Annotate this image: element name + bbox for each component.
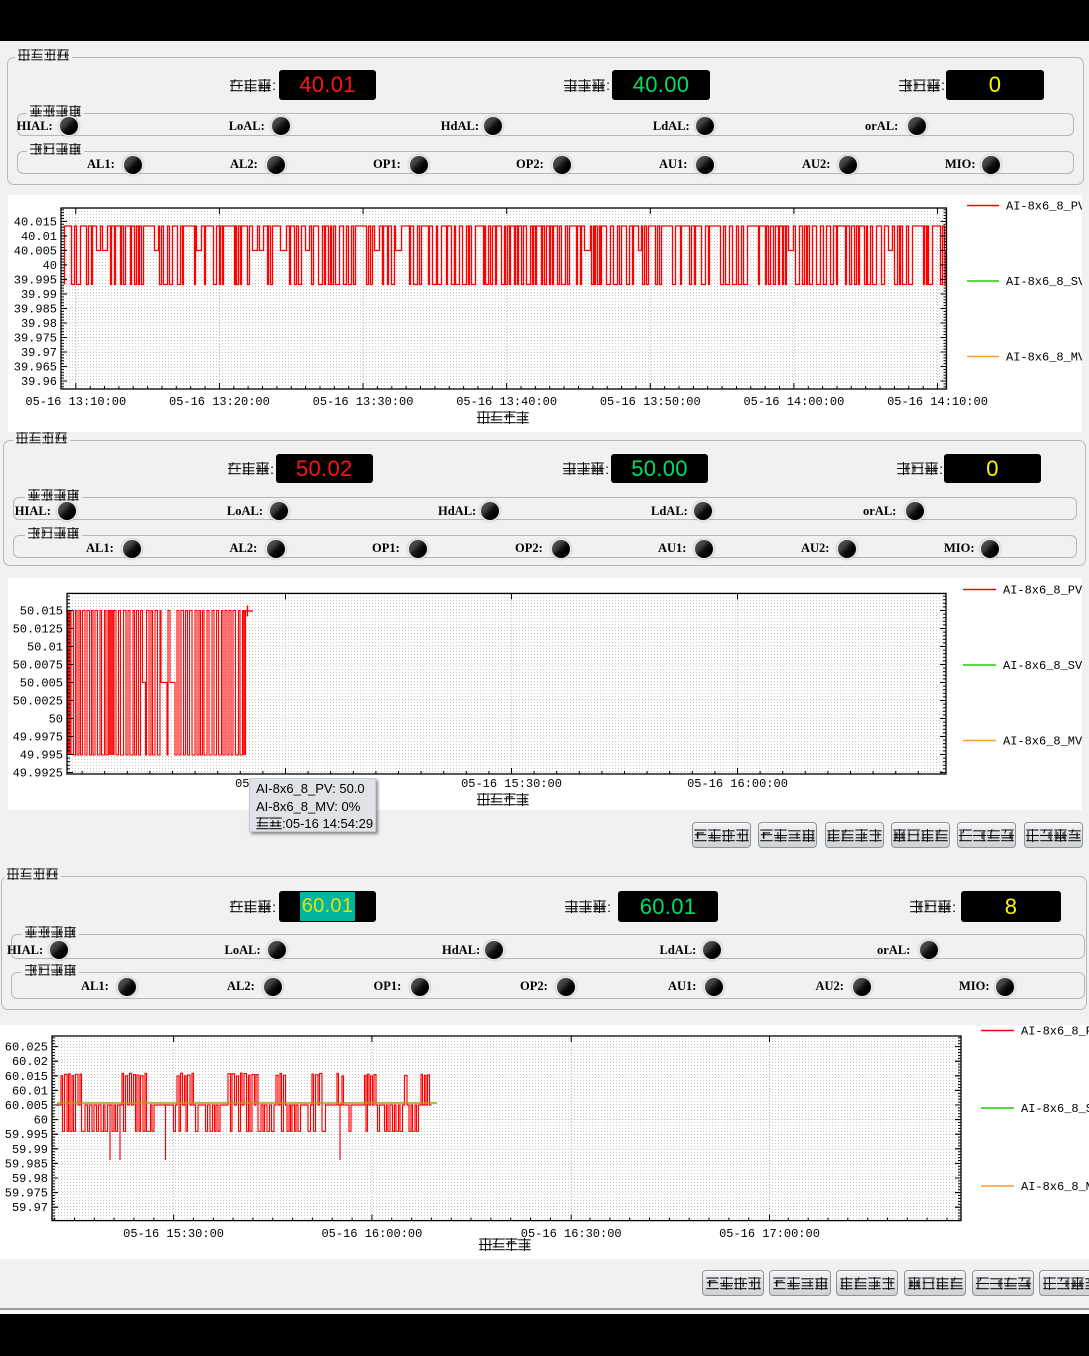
svg-text:60: 60	[34, 1114, 48, 1128]
svg-text:60.01: 60.01	[12, 1084, 48, 1098]
svg-text:AI-8x6_8_MV: AI-8x6_8_MV	[1021, 1180, 1089, 1194]
svg-text:39.98: 39.98	[21, 317, 57, 331]
svg-text:39.965: 39.965	[14, 361, 57, 375]
svg-text:05-16 17:00:00: 05-16 17:00:00	[719, 1227, 820, 1241]
svg-text:39.97: 39.97	[21, 346, 57, 360]
svg-text:AI-8x6_8_PV: AI-8x6_8_PV	[1006, 200, 1082, 214]
svg-text:59.99: 59.99	[12, 1143, 48, 1157]
svg-text:AI-8x6_8_MV: AI-8x6_8_MV	[1003, 735, 1082, 749]
svg-text:40.005: 40.005	[14, 244, 57, 258]
svg-text:AI-8x6_8_PV: AI-8x6_8_PV	[1021, 1025, 1089, 1039]
svg-text:49.9925: 49.9925	[13, 767, 63, 781]
svg-text:40.01: 40.01	[21, 230, 57, 244]
svg-text:05-16 16:00:00: 05-16 16:00:00	[321, 1227, 422, 1241]
svg-text:39.96: 39.96	[21, 375, 57, 389]
svg-text:05-16 13:50:00: 05-16 13:50:00	[600, 395, 701, 409]
svg-text:59.98: 59.98	[12, 1172, 48, 1186]
svg-text:AI-8x6_8_SV: AI-8x6_8_SV	[1006, 275, 1082, 289]
svg-text:50.005: 50.005	[20, 677, 63, 691]
svg-text:49.9975: 49.9975	[13, 731, 63, 745]
svg-text:59.985: 59.985	[5, 1157, 48, 1171]
svg-text:50.01: 50.01	[27, 641, 63, 655]
svg-text:05-16 13:10:00: 05-16 13:10:00	[25, 395, 126, 409]
svg-text:AI-8x6_8_PV: AI-8x6_8_PV	[1003, 584, 1082, 598]
svg-text:AI-8x6_8_SV: AI-8x6_8_SV	[1003, 659, 1082, 673]
svg-text:05-16 16:00:00: 05-16 16:00:00	[687, 777, 788, 791]
svg-text:AI-8x6_8_SV: AI-8x6_8_SV	[1021, 1102, 1089, 1116]
svg-text:59.975: 59.975	[5, 1187, 48, 1201]
svg-text:50.0125: 50.0125	[13, 623, 63, 637]
svg-text:AI-8x6_8_MV: AI-8x6_8_MV	[1006, 351, 1082, 365]
svg-text:50: 50	[49, 713, 63, 727]
svg-text:05-16 15:30:00: 05-16 15:30:00	[461, 777, 562, 791]
svg-text:05-16 15:30:00: 05-16 15:30:00	[123, 1227, 224, 1241]
svg-text:50.015: 50.015	[20, 605, 63, 619]
svg-text:59.995: 59.995	[5, 1128, 48, 1142]
svg-text:05-16 14:10:00: 05-16 14:10:00	[887, 395, 988, 409]
svg-text:60.015: 60.015	[5, 1070, 48, 1084]
svg-text:60.025: 60.025	[5, 1041, 48, 1055]
svg-text:05-16 13:20:00: 05-16 13:20:00	[169, 395, 270, 409]
svg-text:39.985: 39.985	[14, 303, 57, 317]
svg-text:05-16 16:30:00: 05-16 16:30:00	[521, 1227, 622, 1241]
svg-text:50.0075: 50.0075	[13, 659, 63, 673]
svg-text:40.015: 40.015	[14, 215, 57, 229]
svg-text:05-16 13:30:00: 05-16 13:30:00	[313, 395, 414, 409]
svg-text:40: 40	[43, 259, 57, 273]
svg-text:05-16 14:00:00: 05-16 14:00:00	[743, 395, 844, 409]
svg-text:39.99: 39.99	[21, 288, 57, 302]
svg-text:50.0025: 50.0025	[13, 695, 63, 709]
svg-text:49.995: 49.995	[20, 749, 63, 763]
svg-text:39.995: 39.995	[14, 273, 57, 287]
svg-text:60.005: 60.005	[5, 1099, 48, 1113]
svg-text:60.02: 60.02	[12, 1055, 48, 1069]
svg-text:39.975: 39.975	[14, 332, 57, 346]
svg-text:05-16 13:40:00: 05-16 13:40:00	[456, 395, 557, 409]
svg-text:59.97: 59.97	[12, 1201, 48, 1215]
